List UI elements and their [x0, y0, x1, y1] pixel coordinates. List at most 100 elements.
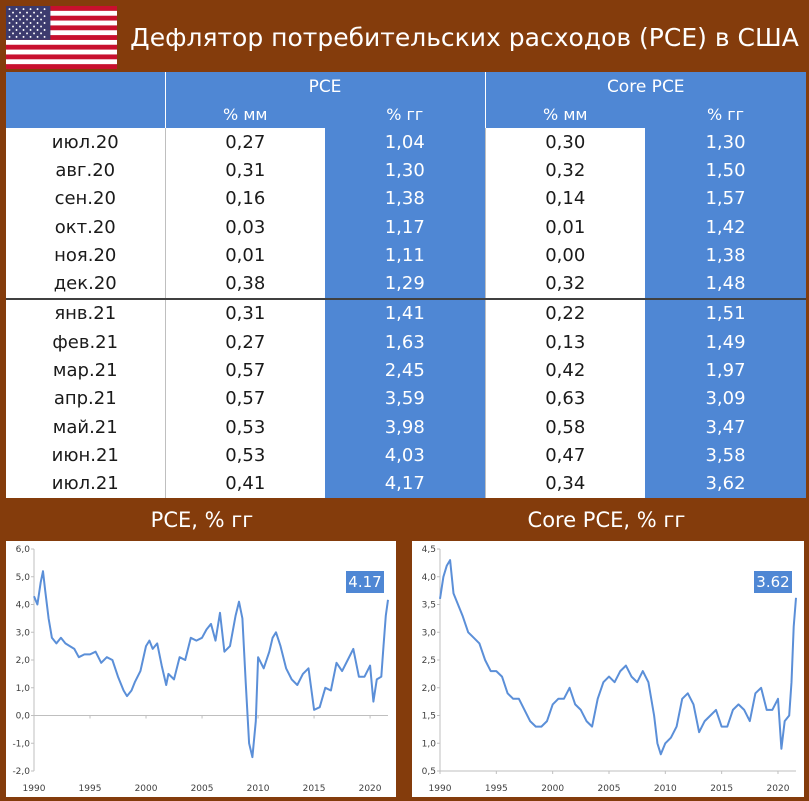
- core-gg-cell: 1,49: [645, 328, 806, 357]
- pce-mm-cell: 0,31: [164, 156, 325, 185]
- month-cell: фев.21: [6, 328, 165, 357]
- x-tick-label: 2010: [247, 784, 270, 794]
- series-line: [33, 570, 389, 759]
- core-gg-cell: 3,62: [645, 469, 806, 498]
- pce-gg-cell: 1,30: [325, 156, 485, 185]
- chart-panel-pce: -2,0 -1,0 0,0 1,0 2,0 3,0 4,0 5,0 6,0 1990 1995 200…: [6, 541, 396, 797]
- core-gg-cell: 1,97: [645, 356, 806, 385]
- y-tick-label: 0,5: [422, 767, 436, 777]
- pce-mm-cell: 0,31: [164, 297, 325, 329]
- x-tick-label: 2005: [598, 784, 621, 794]
- core-mm-cell: 0,42: [484, 356, 645, 385]
- core-mm-cell: 0,13: [484, 328, 645, 357]
- core-mm-cell: 0,34: [484, 469, 645, 498]
- month-cell: мар.21: [6, 356, 165, 385]
- pce-mm-cell: 0,57: [164, 356, 325, 385]
- core-mm-cell: 0,32: [484, 269, 645, 299]
- x-tick-label: 1995: [485, 784, 508, 794]
- chart-title-pce: PCE, % гг: [150, 508, 254, 532]
- latest-value-badge: [754, 571, 792, 593]
- y-tick-label: 4,5: [422, 545, 436, 555]
- x-tick-label: 1990: [23, 784, 46, 794]
- core-gg-cell: 1,51: [645, 297, 806, 329]
- core-gg-cell: 1,50: [645, 156, 806, 185]
- table-row: июн.21 0,53 4,03 0,47 3,58: [6, 441, 806, 470]
- core-mm-cell: 0,32: [484, 156, 645, 185]
- pce-gg-cell: 2,45: [325, 356, 485, 385]
- pce-mm-cell: 0,03: [164, 212, 325, 242]
- table-row: окт.20 0,03 1,17 0,01 1,42: [6, 212, 806, 242]
- group-header-core-pce: Core PCE: [484, 72, 806, 101]
- corner-cell: [6, 72, 165, 101]
- month-cell: сен.20: [6, 184, 165, 213]
- core-mm-cell: 0,58: [484, 412, 645, 442]
- core-mm-cell: 0,01: [484, 212, 645, 242]
- month-cell: авг.20: [6, 156, 165, 185]
- core-gg-cell: 3,47: [645, 412, 806, 442]
- pce-gg-cell: 1,41: [325, 297, 485, 329]
- subheader-pce-gg: % гг: [325, 101, 485, 128]
- pce-gg-cell: 4,17: [325, 469, 485, 498]
- core-gg-cell: 1,42: [645, 212, 806, 242]
- pce-mm-cell: 0,27: [164, 328, 325, 357]
- x-tick-label: 2020: [767, 784, 790, 794]
- pce-table: PCE Core PCE % мм % гг % мм % гг июл.20 0…: [6, 72, 806, 498]
- table-row: авг.20 0,31 1,30 0,32 1,50: [6, 156, 806, 185]
- month-cell: июл.21: [6, 469, 165, 498]
- pce-gg-cell: 1,29: [325, 269, 485, 299]
- month-cell: ноя.20: [6, 241, 165, 270]
- x-tick-label: 2015: [710, 784, 733, 794]
- series-line: [439, 559, 797, 756]
- table-row: мар.21 0,57 2,45 0,42 1,97: [6, 356, 806, 385]
- table-row: фев.21 0,27 1,63 0,13 1,49: [6, 328, 806, 357]
- corner-cell-2: [6, 101, 165, 128]
- y-tick-label: 3,5: [422, 601, 436, 611]
- y-tick-label: 4,0: [422, 573, 437, 583]
- core-gg-cell: 1,38: [645, 241, 806, 270]
- core-mm-cell: 0,30: [484, 128, 645, 157]
- pce-mm-cell: 0,27: [164, 128, 325, 157]
- chart-title-core-pce: Core PCE, % гг: [527, 508, 686, 532]
- table-row: янв.21 0,31 1,41 0,22 1,51: [6, 297, 806, 329]
- table-row: июл.20 0,27 1,04 0,30 1,30: [6, 128, 806, 157]
- y-tick-label: 6,0: [16, 545, 31, 555]
- x-tick-label: 2010: [654, 784, 677, 794]
- pce-mm-cell: 0,53: [164, 441, 325, 470]
- month-cell: янв.21: [6, 297, 165, 329]
- month-cell: окт.20: [6, 212, 165, 242]
- core-gg-cell: 3,09: [645, 384, 806, 413]
- table-row: дек.20 0,38 1,29 0,32 1,48: [6, 269, 806, 299]
- core-pce-line-chart: 0,5 1,0 1,5 2,0 2,5 3,0 3,5 4,0 4,5 1990 1995 2000 2…: [422, 545, 797, 794]
- pce-mm-cell: 0,16: [164, 184, 325, 213]
- core-mm-cell: 0,47: [484, 441, 645, 470]
- core-gg-cell: 3,58: [645, 441, 806, 470]
- y-tick-label: -2,0: [12, 767, 30, 777]
- x-tick-label: 2015: [303, 784, 326, 794]
- y-tick-label: 3,0: [422, 628, 437, 638]
- table-row: ноя.20 0,01 1,11 0,00 1,38: [6, 241, 806, 270]
- y-tick-label: 2,0: [422, 684, 437, 694]
- table-row: сен.20 0,16 1,38 0,14 1,57: [6, 184, 806, 213]
- core-mm-cell: 0,14: [484, 184, 645, 213]
- group-header-pce: PCE: [164, 72, 485, 101]
- us-flag-icon: [6, 6, 117, 69]
- y-tick-label: 1,0: [422, 739, 437, 749]
- core-mm-cell: 0,00: [484, 241, 645, 270]
- pce-gg-cell: 3,98: [325, 412, 485, 442]
- latest-value-label: 4.17: [348, 573, 381, 591]
- core-gg-cell: 1,57: [645, 184, 806, 213]
- subheader-pce-mm: % мм: [164, 101, 325, 128]
- x-tick-label: 2000: [541, 784, 564, 794]
- x-tick-label: 1990: [429, 784, 452, 794]
- pce-mm-cell: 0,57: [164, 384, 325, 413]
- pce-mm-cell: 0,01: [164, 241, 325, 270]
- core-gg-cell: 1,30: [645, 128, 806, 157]
- table-row: июл.21 0,41 4,17 0,34 3,62: [6, 469, 806, 498]
- pce-mm-cell: 0,38: [164, 269, 325, 299]
- month-cell: июн.21: [6, 441, 165, 470]
- pce-mm-cell: 0,53: [164, 412, 325, 442]
- pce-line-chart: -2,0 -1,0 0,0 1,0 2,0 3,0 4,0 5,0 6,0 1990 1995 200…: [12, 545, 389, 794]
- x-tick-label: 2005: [191, 784, 214, 794]
- pce-gg-cell: 1,17: [325, 212, 485, 242]
- y-tick-label: 4,0: [16, 601, 31, 611]
